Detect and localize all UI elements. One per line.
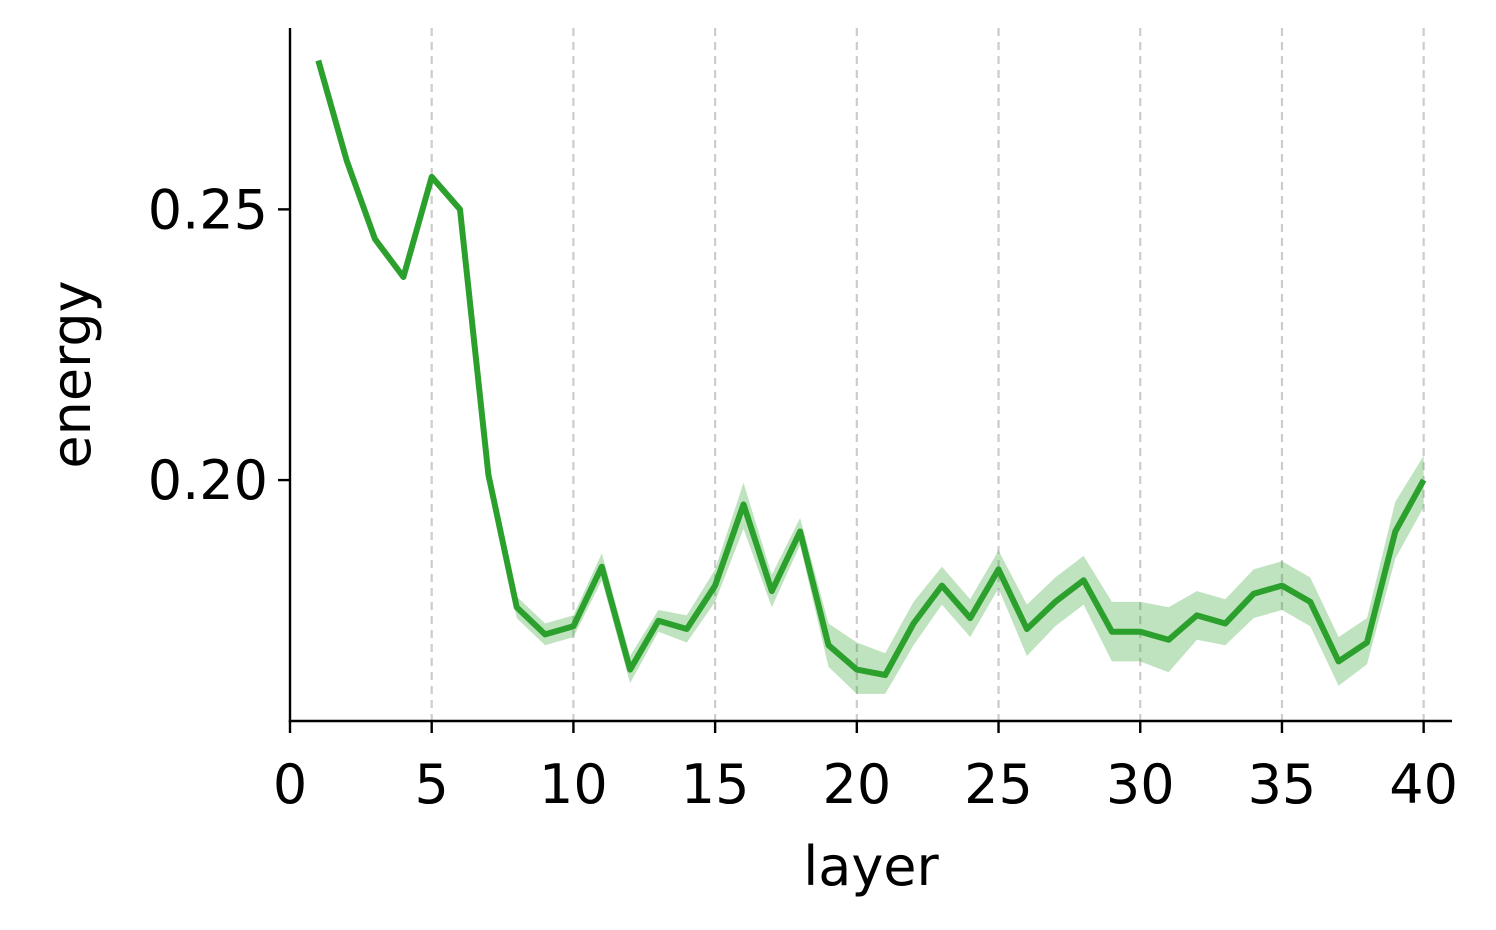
x-tick-label-30: 30: [1106, 753, 1175, 816]
confidence-band-group: [318, 60, 1424, 694]
x-tick-label-10: 10: [539, 753, 608, 816]
y-tick-label-0.20: 0.20: [148, 449, 268, 512]
confidence-band: [318, 60, 1424, 694]
series-line: [315, 59, 1427, 678]
y-tick-label-0.25: 0.25: [148, 178, 268, 241]
x-tick-label-40: 40: [1389, 753, 1458, 816]
x-tick-label-25: 25: [964, 753, 1033, 816]
x-tick-label-5: 5: [415, 753, 449, 816]
x-axis-label: layer: [803, 835, 939, 898]
x-axis-ticks: 0 5 10 15 20 25 30 35 40: [273, 721, 1458, 816]
y-axis-label: energy: [40, 280, 103, 468]
series-line-group: [315, 59, 1427, 678]
y-axis-ticks: 0.20 0.25: [148, 178, 290, 512]
x-tick-label-20: 20: [822, 753, 891, 816]
x-tick-label-15: 15: [681, 753, 750, 816]
x-tick-label-35: 35: [1248, 753, 1317, 816]
x-tick-label-0: 0: [273, 753, 307, 816]
axes: [288, 28, 1452, 723]
vertical-grid: [430, 28, 1425, 721]
